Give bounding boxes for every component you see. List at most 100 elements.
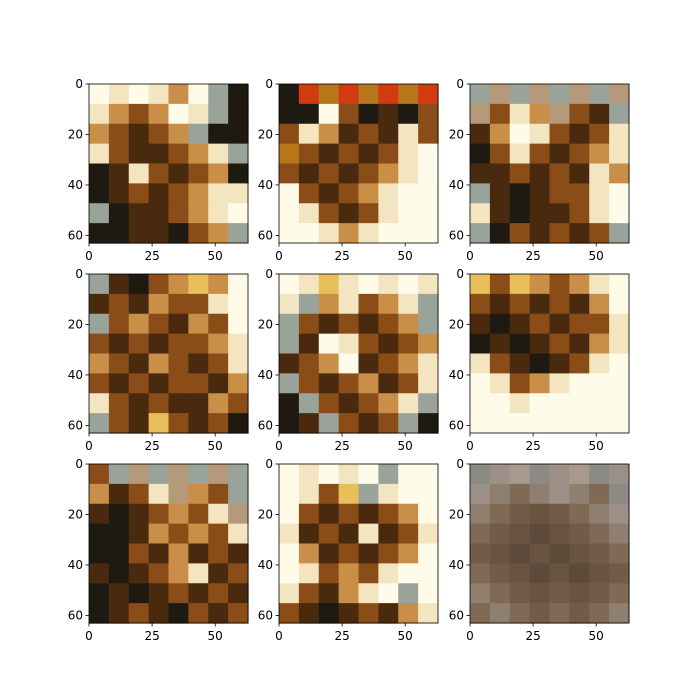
axes-frame — [88, 83, 249, 244]
image-panel-4 — [89, 274, 249, 434]
pixel-cell — [128, 603, 150, 624]
pixel-cell — [298, 353, 320, 374]
x-tick-label: 25 — [334, 249, 349, 263]
pixel-cell — [589, 503, 610, 525]
pixel-cell — [378, 183, 399, 204]
pixel-cell — [358, 373, 379, 394]
pixel-cell — [509, 274, 531, 295]
pixel-cell — [489, 143, 511, 165]
pixel-cell — [228, 163, 249, 184]
pixel-cell — [489, 223, 511, 244]
pixel-cell — [228, 203, 249, 224]
pixel-cell — [148, 84, 170, 105]
pixel-cell — [569, 313, 590, 335]
pixel-cell — [470, 333, 491, 355]
pixel-cell — [168, 464, 189, 485]
pixel-cell — [569, 464, 590, 485]
pixel-cell — [208, 543, 229, 564]
pixel-cell — [168, 523, 189, 545]
pixel-cell — [108, 523, 130, 545]
pixel-cell — [470, 503, 491, 525]
pixel-cell — [398, 583, 419, 604]
pixel-cell — [358, 353, 379, 374]
pixel-cell — [470, 143, 491, 165]
pixel-cell — [549, 274, 570, 295]
pixel-cell — [279, 523, 300, 545]
pixel-cell — [470, 483, 491, 505]
pixel-cell — [108, 413, 130, 434]
pixel-cell — [489, 483, 511, 505]
pixel-cell — [228, 274, 249, 295]
pixel-cell — [279, 293, 300, 315]
pixel-cell — [529, 483, 551, 505]
pixel-cell — [358, 603, 379, 624]
pixel-cell — [470, 563, 491, 584]
pixel-cell — [470, 603, 491, 624]
pixel-cell — [128, 413, 150, 434]
pixel-cell — [208, 123, 229, 145]
pixel-cell — [338, 393, 360, 414]
pixel-cell — [338, 503, 360, 525]
pixel-cell — [609, 523, 630, 545]
pixel-cell — [338, 333, 360, 355]
y-tick-label: 60 — [258, 418, 273, 432]
x-tick-label: 25 — [525, 629, 540, 643]
pixel-cell — [569, 373, 590, 394]
pixel-cell — [549, 84, 570, 105]
pixel-cell — [509, 543, 531, 564]
pixel-cell — [279, 373, 300, 394]
pixel-cell — [489, 293, 511, 315]
pixel-cell — [128, 543, 150, 564]
pixel-cell — [418, 203, 439, 224]
pixel-cell — [188, 333, 209, 355]
pixel-cell — [569, 223, 590, 244]
pixel-cell — [208, 393, 229, 414]
pixel-cell — [279, 603, 300, 624]
pixel-cell — [108, 103, 130, 125]
pixel-cell — [418, 483, 439, 505]
x-tick-label: 25 — [334, 629, 349, 643]
pixel-cell — [298, 203, 320, 224]
pixel-cell — [509, 373, 531, 394]
pixel-cell — [279, 313, 300, 335]
pixel-cell — [609, 143, 630, 165]
pixel-cell — [108, 203, 130, 224]
pixel-cell — [549, 313, 570, 335]
pixel-cell — [529, 123, 551, 145]
y-tick-label: 0 — [456, 77, 464, 91]
pixel-cell — [418, 143, 439, 165]
pixel-cell — [358, 523, 379, 545]
pixel-cell — [489, 313, 511, 335]
pixel-cell — [298, 543, 320, 564]
pixel-cell — [108, 293, 130, 315]
pixel-cell — [128, 313, 150, 335]
pixel-cell — [298, 84, 320, 105]
x-tick-label: 50 — [589, 249, 604, 263]
pixel-cell — [609, 274, 630, 295]
pixel-cell — [298, 523, 320, 545]
pixel-cell — [298, 603, 320, 624]
x-tick-label: 50 — [398, 439, 413, 453]
y-tick-label: 20 — [449, 317, 464, 331]
pixel-cell — [279, 163, 300, 184]
pixel-cell — [108, 503, 130, 525]
pixel-cell — [228, 503, 249, 525]
pixel-cell — [298, 583, 320, 604]
pixel-cell — [228, 123, 249, 145]
y-tick-label: 60 — [258, 608, 273, 622]
subplot-1: 0 25 50 0 20 40 60 — [68, 77, 249, 263]
pixel-cell — [378, 223, 399, 244]
pixel-cell — [208, 103, 229, 125]
pixel-cell — [589, 603, 610, 624]
pixel-cell — [489, 523, 511, 545]
pixel-cell — [609, 583, 630, 604]
x-tick-label: 0 — [466, 439, 474, 453]
pixel-cell — [398, 223, 419, 244]
pixel-cell — [609, 163, 630, 184]
pixel-cell — [589, 163, 610, 184]
y-tick-label: 20 — [258, 507, 273, 521]
pixel-cell — [470, 413, 491, 434]
axes-frame — [469, 273, 630, 434]
pixel-cell — [470, 274, 491, 295]
pixel-cell — [228, 293, 249, 315]
